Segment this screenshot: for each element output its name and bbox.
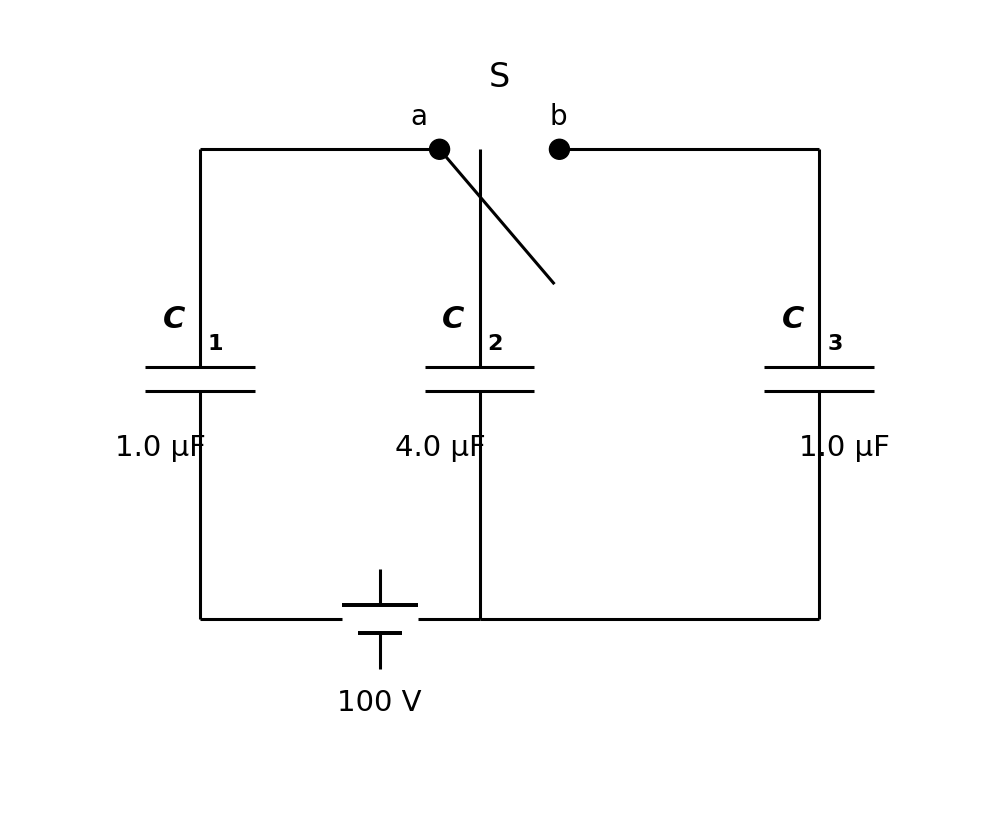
Text: b: b <box>549 103 567 131</box>
Text: 1.0 μF: 1.0 μF <box>799 434 890 462</box>
Text: 100 V: 100 V <box>338 689 422 717</box>
Text: C: C <box>163 305 185 334</box>
Circle shape <box>549 139 569 159</box>
Text: C: C <box>782 305 804 334</box>
Text: 4.0 μF: 4.0 μF <box>395 434 486 462</box>
Text: 2: 2 <box>488 334 502 354</box>
Circle shape <box>430 139 450 159</box>
Text: S: S <box>489 61 510 94</box>
Text: a: a <box>411 103 428 131</box>
Text: 1: 1 <box>208 334 224 354</box>
Text: C: C <box>443 305 465 334</box>
Text: 1.0 μF: 1.0 μF <box>115 434 206 462</box>
Text: 3: 3 <box>827 334 842 354</box>
